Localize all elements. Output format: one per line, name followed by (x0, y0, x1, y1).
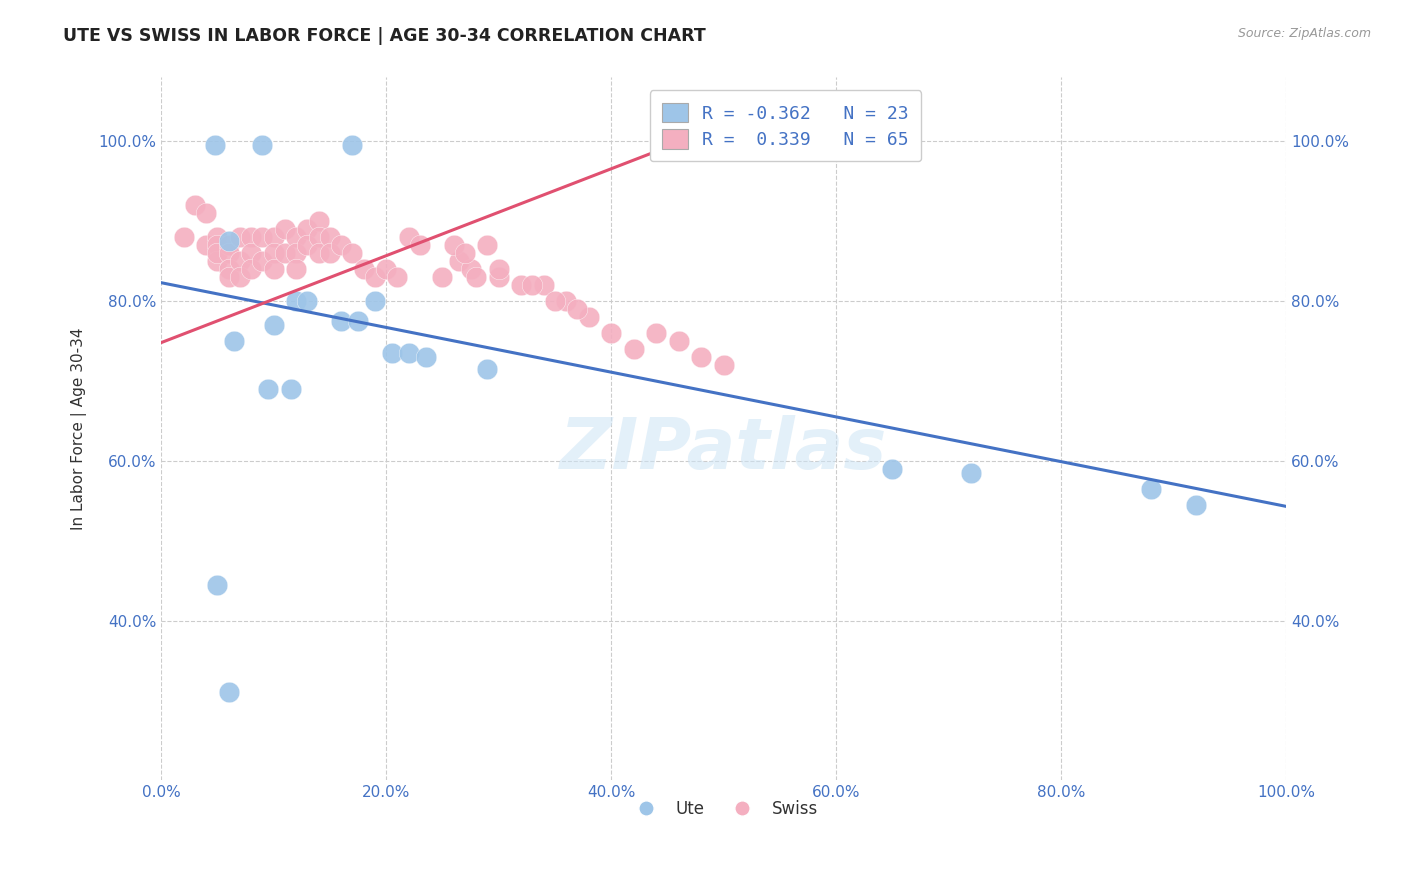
Point (533, 278, 555, 293)
Point (387, 270, 409, 285)
Point (449, 254, 471, 268)
Point (432, 270, 454, 285)
Point (960, 466, 983, 480)
Point (398, 346, 420, 360)
Point (252, 230, 274, 244)
Point (274, 246, 297, 260)
Point (319, 230, 342, 244)
Point (218, 234, 240, 248)
Point (319, 246, 342, 260)
Point (263, 230, 285, 244)
Point (218, 270, 240, 285)
Point (285, 230, 308, 244)
Point (308, 230, 330, 244)
Point (240, 262, 263, 277)
Point (252, 138, 274, 153)
Point (207, 577, 229, 591)
Point (308, 214, 330, 228)
Point (375, 262, 398, 277)
Point (443, 238, 465, 252)
Point (522, 278, 544, 293)
Point (567, 301, 589, 316)
Point (623, 342, 645, 356)
Point (488, 262, 510, 277)
Point (263, 262, 285, 277)
Point (229, 230, 252, 244)
Point (257, 382, 280, 396)
Point (415, 350, 437, 364)
Point (364, 270, 387, 285)
Point (1185, 498, 1208, 512)
Point (240, 230, 263, 244)
Point (381, 346, 404, 360)
Point (713, 358, 735, 372)
Point (465, 270, 488, 285)
Point (207, 254, 229, 268)
Point (454, 246, 477, 260)
Point (645, 326, 668, 340)
Point (218, 685, 240, 699)
Point (297, 294, 319, 309)
Point (229, 270, 252, 285)
Point (252, 254, 274, 268)
Point (544, 294, 567, 309)
Point (477, 238, 499, 252)
Point (240, 246, 263, 260)
Point (297, 222, 319, 236)
Point (342, 138, 364, 153)
Point (285, 246, 308, 260)
Point (347, 314, 370, 328)
Point (398, 230, 420, 244)
Point (184, 198, 207, 212)
Point (195, 238, 218, 252)
Text: Source: ZipAtlas.com: Source: ZipAtlas.com (1237, 27, 1371, 40)
Point (218, 238, 240, 252)
Point (229, 254, 252, 268)
Point (207, 246, 229, 260)
Point (285, 294, 308, 309)
Point (510, 278, 533, 293)
Point (460, 262, 482, 277)
Point (690, 350, 713, 364)
Point (173, 230, 195, 244)
Text: ZIPatlas: ZIPatlas (560, 416, 887, 484)
Point (330, 314, 353, 328)
Point (308, 246, 330, 260)
Point (285, 262, 308, 277)
Point (600, 326, 623, 340)
Point (364, 294, 387, 309)
Point (342, 246, 364, 260)
Point (409, 238, 432, 252)
Point (263, 318, 285, 332)
Point (224, 334, 246, 348)
Y-axis label: In Labor Force | Age 30-34: In Labor Force | Age 30-34 (72, 327, 87, 530)
Point (195, 206, 218, 220)
Text: UTE VS SWISS IN LABOR FORCE | AGE 30-34 CORRELATION CHART: UTE VS SWISS IN LABOR FORCE | AGE 30-34 … (63, 27, 706, 45)
Point (218, 262, 240, 277)
Legend: Ute, Swiss: Ute, Swiss (623, 793, 824, 825)
Point (297, 238, 319, 252)
Point (578, 310, 600, 324)
Point (263, 246, 285, 260)
Point (555, 294, 578, 309)
Point (477, 362, 499, 376)
Point (218, 246, 240, 260)
Point (668, 334, 690, 348)
Point (280, 382, 302, 396)
Point (882, 462, 904, 476)
Point (207, 230, 229, 244)
Point (488, 270, 510, 285)
Point (330, 238, 353, 252)
Point (204, 138, 226, 153)
Point (207, 238, 229, 252)
Point (353, 262, 375, 277)
Point (1140, 482, 1163, 496)
Point (274, 222, 297, 236)
